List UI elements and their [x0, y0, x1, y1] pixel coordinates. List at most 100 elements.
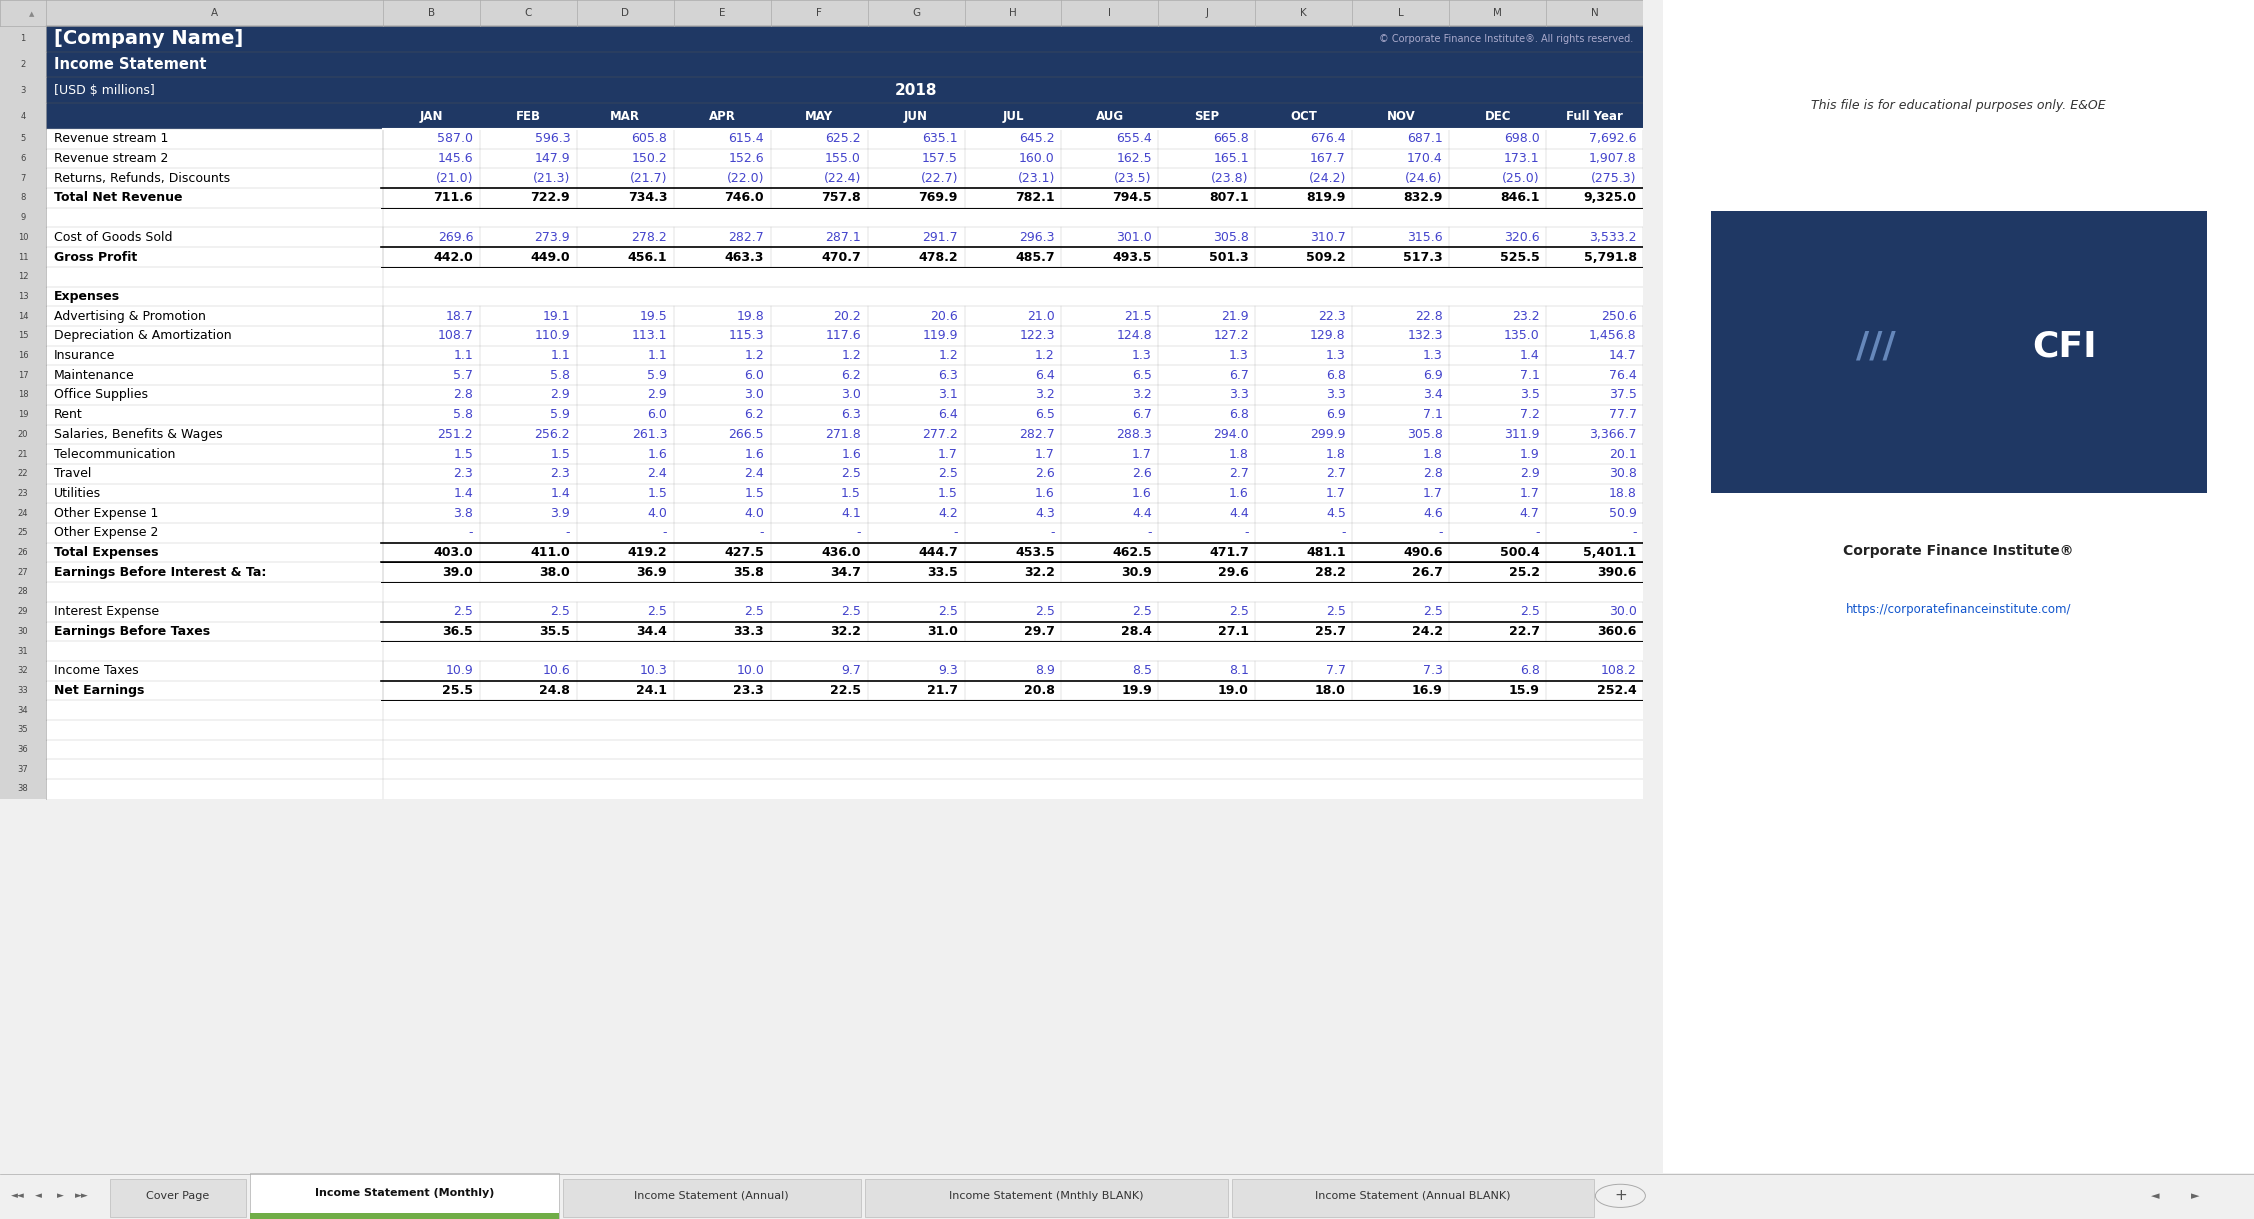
Text: 135.0: 135.0	[1503, 329, 1539, 343]
Text: 456.1: 456.1	[627, 251, 667, 263]
Text: 3.9: 3.9	[550, 507, 570, 519]
Text: JUN: JUN	[904, 110, 929, 123]
Text: 453.5: 453.5	[1014, 546, 1055, 560]
Text: (24.6): (24.6)	[1404, 172, 1443, 185]
Bar	[0, 188, 45, 207]
Bar	[0, 602, 1643, 622]
Bar	[0, 77, 1643, 104]
Text: 119.9: 119.9	[922, 329, 958, 343]
Bar	[0, 366, 1643, 385]
Text: 30.0: 30.0	[1609, 605, 1636, 618]
Text: 273.9: 273.9	[534, 230, 570, 244]
Text: 5.8: 5.8	[550, 369, 570, 382]
Text: 4.5: 4.5	[1325, 507, 1346, 519]
Text: 21.7: 21.7	[926, 684, 958, 697]
Text: 6.8: 6.8	[1228, 408, 1249, 421]
Text: Travel: Travel	[54, 467, 92, 480]
Text: 37: 37	[18, 764, 29, 774]
Text: (22.4): (22.4)	[823, 172, 861, 185]
Text: 3.3: 3.3	[1228, 389, 1249, 401]
Bar	[0, 583, 1643, 602]
Bar	[0, 523, 45, 542]
Text: M: M	[1494, 7, 1501, 18]
Text: 282.7: 282.7	[728, 230, 764, 244]
Text: OCT: OCT	[1289, 110, 1316, 123]
Text: Full Year: Full Year	[1567, 110, 1623, 123]
Text: 8.5: 8.5	[1132, 664, 1152, 678]
Text: 2.5: 2.5	[1519, 605, 1539, 618]
Text: 12: 12	[18, 272, 29, 282]
Text: 34: 34	[18, 706, 29, 714]
Text: CFI: CFI	[2033, 329, 2096, 363]
Text: 34.4: 34.4	[636, 625, 667, 638]
Text: 113.1: 113.1	[631, 329, 667, 343]
Text: 6.3: 6.3	[938, 369, 958, 382]
Text: 269.6: 269.6	[437, 230, 473, 244]
Text: 117.6: 117.6	[825, 329, 861, 343]
Bar	[0, 503, 45, 523]
Text: 1.4: 1.4	[453, 486, 473, 500]
Text: 832.9: 832.9	[1404, 191, 1443, 205]
Text: 5.7: 5.7	[453, 369, 473, 382]
Text: 493.5: 493.5	[1113, 251, 1152, 263]
Text: 10: 10	[18, 233, 29, 241]
Text: 165.1: 165.1	[1213, 152, 1249, 165]
Text: 11: 11	[18, 252, 29, 262]
Text: 24.1: 24.1	[636, 684, 667, 697]
Text: 15.9: 15.9	[1508, 684, 1539, 697]
Text: 500.4: 500.4	[1499, 546, 1539, 560]
Text: 9,325.0: 9,325.0	[1585, 191, 1636, 205]
Text: 278.2: 278.2	[631, 230, 667, 244]
Text: 6.5: 6.5	[1035, 408, 1055, 421]
Text: 108.2: 108.2	[1600, 664, 1636, 678]
Text: 21: 21	[18, 450, 29, 458]
Text: Other Expense 2: Other Expense 2	[54, 527, 158, 539]
Text: ►: ►	[56, 1191, 63, 1201]
Text: 481.1: 481.1	[1305, 546, 1346, 560]
Text: 3,366.7: 3,366.7	[1589, 428, 1636, 441]
Text: 6.0: 6.0	[647, 408, 667, 421]
Text: 19.0: 19.0	[1217, 684, 1249, 697]
Text: 4.6: 4.6	[1422, 507, 1443, 519]
Bar	[250, 1173, 559, 1219]
Text: 2.5: 2.5	[1132, 605, 1152, 618]
Text: 2: 2	[20, 60, 25, 69]
Text: 6.0: 6.0	[744, 369, 764, 382]
Text: 4.4: 4.4	[1132, 507, 1152, 519]
Text: 277.2: 277.2	[922, 428, 958, 441]
Text: (23.1): (23.1)	[1017, 172, 1055, 185]
Text: 757.8: 757.8	[820, 191, 861, 205]
Text: 1.7: 1.7	[1422, 486, 1443, 500]
Bar	[0, 51, 45, 77]
Text: 4.3: 4.3	[1035, 507, 1055, 519]
Text: 1.9: 1.9	[1519, 447, 1539, 461]
Text: 30.8: 30.8	[1609, 467, 1636, 480]
Bar	[0, 701, 45, 720]
Text: 311.9: 311.9	[1503, 428, 1539, 441]
Text: 150.2: 150.2	[631, 152, 667, 165]
Text: 22.3: 22.3	[1319, 310, 1346, 323]
Text: 20.1: 20.1	[1609, 447, 1636, 461]
Text: G: G	[913, 7, 920, 18]
Text: 2.5: 2.5	[1035, 605, 1055, 618]
Text: 29.6: 29.6	[1217, 566, 1249, 579]
Text: 6.5: 6.5	[1132, 369, 1152, 382]
Text: © Corporate Finance Institute®. All rights reserved.: © Corporate Finance Institute®. All righ…	[1379, 34, 1634, 44]
Text: 14.7: 14.7	[1609, 349, 1636, 362]
Text: 282.7: 282.7	[1019, 428, 1055, 441]
Text: 37.5: 37.5	[1609, 389, 1636, 401]
Text: 2.9: 2.9	[1519, 467, 1539, 480]
Text: 33.3: 33.3	[733, 625, 764, 638]
Text: [USD $ millions]: [USD $ millions]	[54, 84, 156, 96]
Text: Net Earnings: Net Earnings	[54, 684, 144, 697]
Text: 315.6: 315.6	[1406, 230, 1443, 244]
Text: 411.0: 411.0	[530, 546, 570, 560]
Text: 22.5: 22.5	[829, 684, 861, 697]
Text: 1.7: 1.7	[1519, 486, 1539, 500]
Text: 1.6: 1.6	[647, 447, 667, 461]
Text: 3.2: 3.2	[1035, 389, 1055, 401]
Bar	[250, 1213, 559, 1219]
Text: 31.0: 31.0	[926, 625, 958, 638]
Text: 162.5: 162.5	[1116, 152, 1152, 165]
Text: 77.7: 77.7	[1609, 408, 1636, 421]
